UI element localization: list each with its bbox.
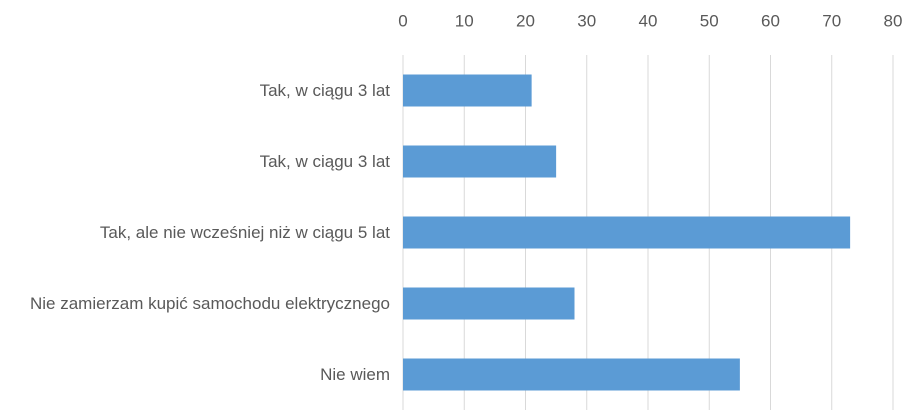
y-tick-label: Nie zamierzam kupić samochodu elektryczn…	[30, 293, 390, 313]
x-tick-label: 20	[516, 11, 535, 30]
y-tick-label: Tak, w ciągu 3 lat	[259, 80, 390, 100]
bar	[403, 216, 851, 249]
x-tick-label: 70	[822, 11, 841, 30]
y-tick-label: Nie wiem	[320, 364, 390, 384]
y-tick-label: Tak, ale nie wcześniej niż w ciągu 5 lat	[99, 222, 390, 242]
bar	[403, 287, 575, 320]
x-tick-label: 40	[639, 11, 658, 30]
bar	[403, 74, 532, 107]
x-tick-label: 80	[884, 11, 903, 30]
x-tick-label: 10	[455, 11, 474, 30]
y-tick-label: Tak, w ciągu 3 lat	[259, 151, 390, 171]
bar	[403, 358, 740, 391]
x-tick-label: 0	[398, 11, 407, 30]
bar	[403, 145, 557, 178]
x-tick-label: 30	[577, 11, 596, 30]
x-tick-label: 60	[761, 11, 780, 30]
x-tick-label: 50	[700, 11, 719, 30]
